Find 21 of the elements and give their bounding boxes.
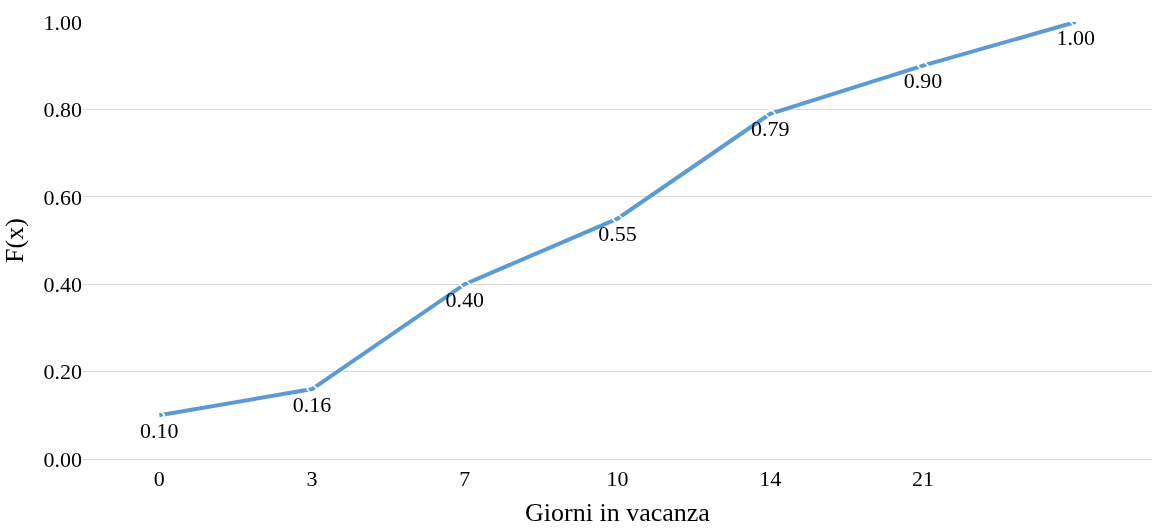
x-tick-label: 3	[306, 466, 318, 492]
y-tick-label: 0.80	[43, 97, 82, 123]
x-tick-label: 10	[606, 466, 629, 492]
data-label: 0.79	[750, 116, 790, 142]
x-tick-label: 21	[911, 466, 934, 492]
y-tick-label: 0.60	[43, 184, 82, 210]
x-axis-title: Giorni in vacanza	[525, 498, 711, 528]
data-label: 1.00	[1056, 24, 1095, 50]
data-label: 0.40	[445, 286, 485, 312]
y-axis-title: F(x)	[0, 218, 29, 263]
data-label: 0.90	[903, 68, 943, 94]
x-tick-label: 7	[459, 466, 471, 492]
data-label: 0.10	[140, 417, 179, 443]
x-tick-label: 0	[153, 466, 165, 492]
y-tick-label: 0.40	[43, 271, 82, 297]
y-tick-label: 0.00	[43, 446, 82, 472]
data-label: 0.55	[598, 221, 637, 247]
y-tick-label: 0.20	[43, 359, 82, 385]
data-label: 0.16	[292, 391, 332, 417]
y-tick-label: 1.00	[43, 9, 82, 35]
x-tick-label: 14	[759, 466, 782, 492]
